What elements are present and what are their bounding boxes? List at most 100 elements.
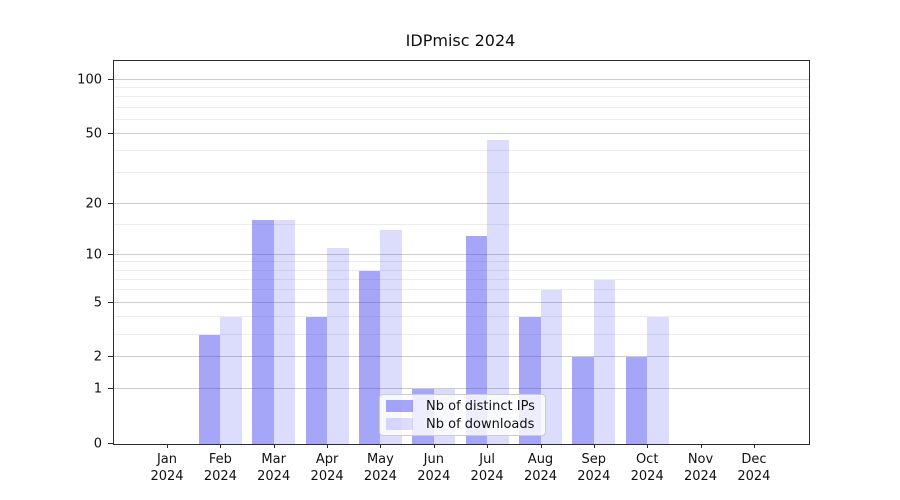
bar-downloads [327, 247, 349, 444]
x-tick-year: 2024 [203, 469, 237, 484]
legend: Nb of distinct IPs Nb of downloads [379, 394, 546, 436]
plot-area: 0 1 2 5 10 20 50 100 Jan 2024 Feb 2024 Mar 2024 Apr 202… [77, 60, 810, 484]
minor-gridline [114, 278, 809, 280]
x-tick-year: 2024 [470, 469, 504, 484]
x-axis-tick [433, 444, 435, 448]
x-tick-month: Jan [156, 452, 178, 467]
minor-gridline [114, 224, 809, 226]
x-tick-month: Nov [687, 452, 714, 467]
y-axis-tick [108, 132, 113, 134]
legend-swatch-downloads [386, 418, 413, 430]
x-tick-month: Jul [479, 452, 495, 467]
x-axis-tick [700, 444, 702, 448]
x-tick-label: Jun 2024 [402, 451, 466, 485]
x-tick-year: 2024 [577, 469, 611, 484]
x-tick-label: Oct 2024 [615, 451, 679, 485]
legend-label: Nb of distinct IPs [426, 398, 535, 414]
x-tick-year: 2024 [310, 469, 344, 484]
minor-gridline [114, 106, 809, 108]
x-tick-month: Apr [315, 452, 339, 467]
y-tick-label: 2 [93, 349, 102, 365]
x-tick-label: Jan 2024 [135, 451, 199, 485]
x-tick-year: 2024 [150, 469, 184, 484]
minor-gridline [114, 149, 809, 151]
x-tick-month: Aug [527, 452, 554, 467]
y-tick-label: 1 [93, 381, 102, 397]
y-tick-label: 10 [85, 247, 102, 263]
bar-distinct-ips [305, 317, 328, 444]
major-gridline [114, 388, 809, 390]
x-tick-label: Jul 2024 [455, 451, 519, 485]
x-tick-month: Mar [261, 452, 286, 467]
major-gridline [114, 132, 809, 134]
major-gridline [114, 253, 809, 255]
legend-entry: Nb of distinct IPs [386, 399, 537, 414]
minor-gridline [114, 333, 809, 335]
x-tick-year: 2024 [257, 469, 291, 484]
y-axis-tick [108, 388, 113, 390]
x-tick-month: Sep [581, 452, 607, 467]
y-axis-tick [108, 78, 113, 80]
x-tick-year: 2024 [417, 469, 451, 484]
x-axis-tick [220, 444, 222, 448]
x-tick-month: Feb [208, 452, 232, 467]
x-axis-tick [327, 444, 329, 448]
bar-distinct-ips [465, 235, 488, 444]
x-axis-tick [380, 444, 382, 448]
x-tick-label: Sep 2024 [562, 451, 626, 485]
chart-title: IDPmisc 2024 [405, 31, 516, 50]
legend-entry: Nb of downloads [386, 417, 537, 432]
minor-gridline [114, 269, 809, 271]
x-tick-year: 2024 [523, 469, 558, 484]
bar-downloads [593, 279, 616, 444]
x-tick-label: Apr 2024 [295, 451, 359, 485]
bar-distinct-ips [625, 357, 648, 444]
y-axis-tick [108, 443, 113, 444]
bar-downloads [647, 317, 669, 444]
x-tick-label: Aug 2024 [509, 451, 573, 485]
x-tick-label: Feb 2024 [188, 451, 252, 485]
x-tick-month: Oct [635, 452, 659, 467]
x-axis-tick [167, 444, 168, 448]
major-gridline [114, 356, 809, 358]
major-gridline [114, 202, 809, 204]
major-gridline [114, 301, 809, 303]
bar-distinct-ips [252, 220, 274, 444]
legend-swatch-distinct-ips [386, 400, 413, 412]
x-tick-year: 2024 [363, 469, 397, 484]
x-axis-tick [647, 444, 649, 448]
bar-distinct-ips [358, 270, 381, 444]
y-axis-tick [108, 253, 113, 255]
x-tick-label: May 2024 [348, 451, 412, 485]
x-tick-label: Dec 2024 [722, 451, 786, 485]
y-axis-tick [108, 356, 113, 358]
bar-downloads [487, 140, 509, 444]
bar-distinct-ips [198, 334, 221, 444]
y-tick-label: 100 [77, 72, 102, 88]
minor-gridline [114, 86, 809, 88]
minor-gridline [114, 289, 809, 291]
y-tick-label: 0 [93, 436, 102, 452]
x-tick-month: May [366, 452, 394, 467]
x-tick-month: Jun [423, 452, 444, 467]
y-axis-tick [108, 301, 113, 303]
minor-gridline [114, 171, 809, 173]
bar-downloads [220, 317, 242, 444]
y-tick-label: 5 [93, 295, 102, 311]
bar-distinct-ips [572, 357, 594, 444]
x-axis-tick [540, 444, 542, 448]
x-axis-tick [753, 444, 755, 448]
minor-gridline [114, 96, 809, 98]
x-tick-label: Mar 2024 [242, 451, 306, 485]
major-gridline [114, 78, 809, 80]
x-axis-tick [593, 444, 595, 448]
x-tick-year: 2024 [630, 469, 664, 484]
minor-gridline [114, 316, 809, 317]
x-axis-tick [487, 444, 489, 448]
x-tick-month: Dec [741, 452, 767, 467]
x-tick-label: Nov 2024 [669, 451, 733, 485]
y-tick-label: 20 [85, 196, 102, 212]
x-tick-year: 2024 [737, 469, 771, 484]
x-tick-year: 2024 [683, 469, 718, 484]
